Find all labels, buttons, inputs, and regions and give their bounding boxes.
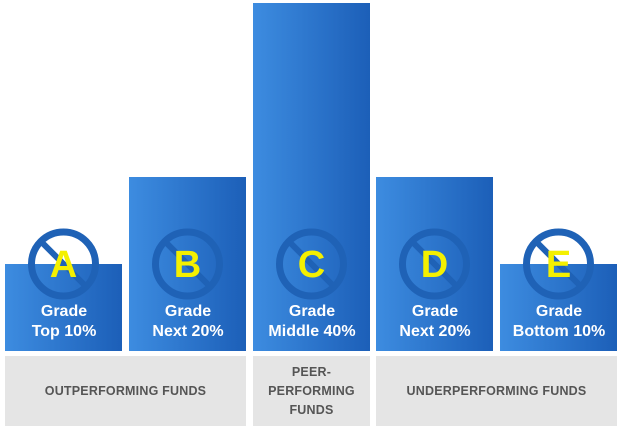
- bar-label-grade-c: Grade Middle 40%: [253, 302, 371, 342]
- grade-circle-icon: [523, 228, 594, 300]
- grade-letter: C: [298, 244, 325, 286]
- bar-label-line2: Bottom 10%: [512, 323, 606, 340]
- bar-label-line2: Next 20%: [399, 323, 471, 340]
- group-peer-label-line2: PERFORMING: [268, 383, 355, 398]
- bar-grade-e: E: [500, 228, 617, 351]
- grade-letter: B: [174, 244, 201, 286]
- grade-circle-icon: [152, 228, 223, 300]
- group-outperforming: OUTPERFORMING FUNDS: [5, 356, 246, 426]
- bar-grade-a: A: [5, 228, 122, 351]
- bar-label-line1: Grade: [164, 303, 212, 320]
- bar-label-line2: Top 10%: [31, 323, 97, 340]
- bar-label-line1: Grade: [535, 303, 583, 320]
- bar-label-line1: Grade: [40, 303, 88, 320]
- group-peer-label-line1: PEER-: [291, 364, 332, 379]
- bar-grade-b: B: [129, 177, 246, 351]
- group-outperforming-label: OUTPERFORMING FUNDS: [44, 384, 207, 398]
- bar-grade-c: C: [253, 3, 370, 351]
- grade-letter: A: [50, 244, 77, 286]
- bar-label-grade-b: Grade Next 20%: [129, 302, 247, 342]
- grade-circle-icon: [399, 228, 470, 300]
- group-peer-performing: PEER- PERFORMING FUNDS: [253, 356, 370, 426]
- grade-letter: D: [421, 244, 448, 286]
- bar-label-line1: Grade: [288, 303, 336, 320]
- grade-circle-icon: [276, 228, 347, 300]
- bar-label-grade-a: Grade Top 10%: [5, 302, 123, 342]
- bar-label-line2: Next 20%: [152, 323, 224, 340]
- group-underperforming-label: UNDERPERFORMING FUNDS: [406, 384, 587, 398]
- bar-label-grade-d: Grade Next 20%: [376, 302, 494, 342]
- bar-rect: [5, 264, 122, 351]
- group-peer-label-line3: FUNDS: [289, 402, 334, 417]
- bar-grade-d: D: [376, 177, 493, 351]
- bar-label-line2: Middle 40%: [268, 323, 356, 340]
- grade-letter: E: [546, 244, 571, 286]
- bar-label-grade-e: Grade Bottom 10%: [500, 302, 618, 342]
- bar-label-line1: Grade: [411, 303, 459, 320]
- group-underperforming: UNDERPERFORMING FUNDS: [376, 356, 617, 426]
- grade-circle-icon: [28, 228, 99, 300]
- bar-rect: [500, 264, 617, 351]
